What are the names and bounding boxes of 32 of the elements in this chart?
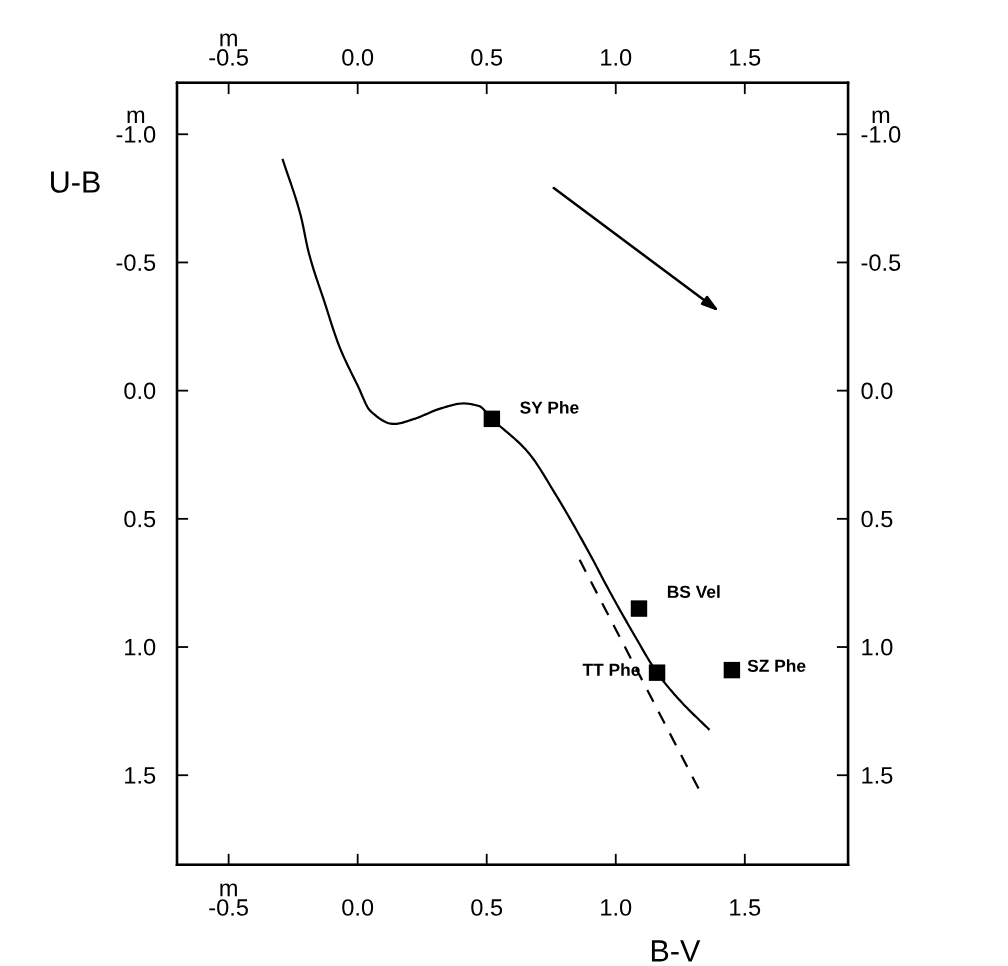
annotation: BS Vel [667, 585, 720, 598]
x2-tick-label: 1.0 [601, 899, 632, 916]
x2-tick-label: m -0.5 [209, 883, 248, 916]
y-tick-label: 1.0 [125, 638, 156, 656]
x-axis-title: B-V [651, 940, 701, 962]
y2-tick-label: m -1.0 [861, 110, 901, 143]
y2-tick-label: 1.0 [862, 638, 893, 656]
x-tick-label: 0.0 [342, 49, 374, 66]
x2-tick-label: 1.5 [730, 899, 761, 916]
y2-tick-label: 0.5 [861, 510, 893, 528]
point [723, 661, 741, 679]
point [648, 664, 666, 681]
point [483, 410, 501, 428]
x-tick-label: 0.5 [471, 49, 503, 66]
annotation: SY Phe [520, 401, 579, 414]
annotation: SZ Phe [747, 659, 806, 672]
y-tick-label: 0.5 [124, 510, 156, 528]
x-tick-label: m -0.5 [209, 33, 248, 66]
y2-tick-label: -0.5 [861, 254, 901, 271]
y-tick-label: m -1.0 [116, 110, 156, 143]
x-tick-label: 1.5 [730, 49, 761, 66]
y-tick-label: 0.0 [124, 382, 156, 400]
x2-tick-label: 0.0 [342, 899, 374, 916]
y2-tick-label: 1.5 [862, 767, 893, 784]
y-tick-label: -0.5 [116, 254, 156, 271]
y-tick-label: 1.5 [125, 767, 156, 784]
y-axis-title: U-B [51, 171, 100, 193]
y2-tick-label: 0.0 [861, 382, 893, 400]
annotation: TT Phe [582, 663, 640, 676]
x2-tick-label: 0.5 [471, 899, 503, 916]
point [630, 600, 648, 617]
x-tick-label: 1.0 [601, 49, 632, 66]
